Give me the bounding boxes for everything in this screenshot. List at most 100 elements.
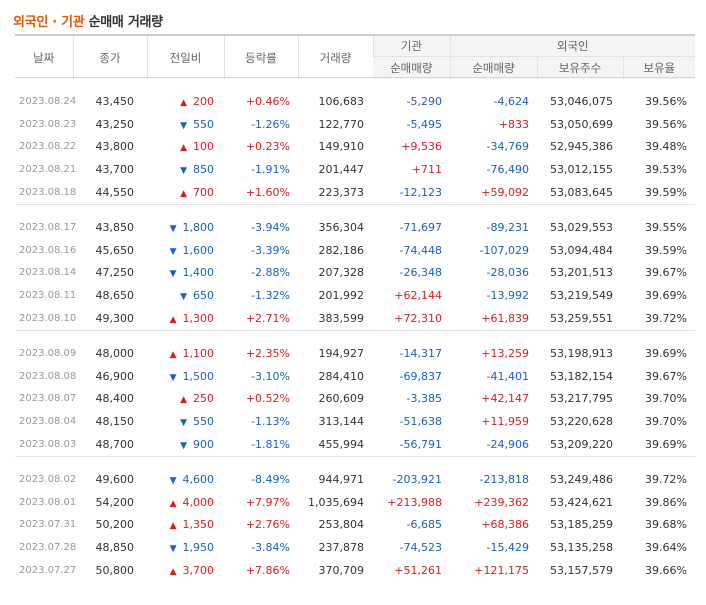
table-row: 2023.08.04 48,150 ▼ 550 -1.13% 313,144 -51,638… [15, 410, 695, 433]
change-value: 200 [193, 94, 214, 108]
cell-inst-net: +62,144 [394, 289, 442, 303]
change-value: 550 [193, 415, 214, 429]
cell-change: ▼ 900 [147, 433, 224, 456]
cell-rate: -1.91% [251, 163, 290, 177]
table-row: 2023.08.08 46,900 ▼ 1,500 -3.10% 284,410 -69,8… [15, 365, 695, 388]
cell-foreign-net: -13,992 [486, 289, 529, 303]
cell-close: 48,150 [95, 415, 135, 429]
cell-change: ▼ 1,800 [147, 216, 224, 239]
change-value: 1,100 [182, 346, 215, 360]
cell-foreign-hold: 53,094,484 [550, 243, 613, 257]
cell-foreign-hold: 53,012,155 [550, 163, 613, 177]
cell-foreign-ratio: 39.56% [645, 94, 687, 108]
cell-close: 43,250 [95, 117, 135, 131]
change-value: 250 [193, 392, 214, 406]
cell-foreign-net: +13,259 [481, 346, 529, 360]
cell-foreign-net: +11,959 [481, 415, 529, 429]
cell-foreign-net: -4,624 [493, 94, 529, 108]
cell-rate: +2.35% [245, 346, 290, 360]
cell-foreign-ratio: 39.69% [645, 438, 687, 452]
cell-foreign-hold: 53,219,549 [550, 289, 613, 303]
cell-volume: 282,186 [318, 243, 365, 257]
cell-date: 2023.08.10 [19, 313, 77, 325]
cell-rate: -3.84% [251, 541, 290, 555]
cell-date: 2023.08.08 [19, 370, 77, 382]
cell-foreign-hold: 53,424,621 [550, 495, 613, 509]
cell-foreign-hold: 53,182,154 [550, 369, 613, 383]
cell-foreign-ratio: 39.72% [645, 312, 687, 326]
cell-date: 2023.07.27 [19, 565, 77, 577]
cell-close: 48,000 [95, 346, 135, 360]
cell-rate: +2.71% [245, 312, 290, 326]
cell-change: ▼ 650 [147, 284, 224, 307]
change-value: 850 [193, 163, 214, 177]
table-row: 2023.08.14 47,250 ▼ 1,400 -2.88% 207,328 -26,3… [15, 262, 695, 285]
cell-change: ▲ 1,300 [147, 307, 224, 330]
table-row: 2023.07.28 48,850 ▼ 1,950 -3.84% 237,878 -74,5… [15, 536, 695, 559]
spacer-cell [15, 79, 695, 90]
cell-foreign-hold: 53,185,259 [550, 518, 613, 532]
change-value: 4,600 [182, 472, 215, 486]
cell-date: 2023.08.24 [19, 95, 77, 107]
cell-date: 2023.08.22 [19, 141, 77, 153]
table-row: 2023.08.01 54,200 ▲ 4,000 +7.97% 1,035,694 +21… [15, 491, 695, 514]
cell-volume: 194,927 [318, 346, 365, 360]
cell-foreign-net: +59,092 [481, 186, 529, 200]
cell-foreign-ratio: 39.67% [645, 266, 687, 280]
down-triangle-icon: ▼ [180, 120, 187, 131]
cell-foreign-hold: 52,945,386 [550, 140, 613, 154]
col-foreign-ratio-header: 보유율 [622, 56, 695, 79]
up-triangle-icon: ▲ [169, 315, 177, 326]
cell-volume: 284,410 [318, 369, 365, 383]
cell-foreign-hold: 53,220,628 [550, 415, 613, 429]
foreign-group-header: 외국인 [449, 35, 695, 57]
header-row-top: 날짜 종가 전일비 등락률 거래량 기관 외국인 [15, 35, 695, 79]
cell-change: ▼ 4,600 [147, 468, 224, 491]
cell-foreign-ratio: 39.70% [645, 392, 687, 406]
cell-inst-net: -5,495 [406, 117, 442, 131]
cell-volume: 201,992 [318, 289, 365, 303]
cell-foreign-net: -107,029 [479, 243, 529, 257]
cell-foreign-net: +833 [498, 117, 529, 131]
cell-date: 2023.08.18 [19, 187, 77, 199]
cell-date: 2023.08.23 [19, 118, 77, 130]
cell-volume: 356,304 [318, 220, 365, 234]
cell-foreign-hold: 53,046,075 [550, 94, 613, 108]
cell-close: 44,550 [95, 186, 135, 200]
cell-rate: -1.13% [251, 415, 290, 429]
cell-inst-net: -6,685 [406, 518, 442, 532]
table-row: 2023.08.03 48,700 ▼ 900 -1.81% 455,994 -56,791… [15, 433, 695, 456]
cell-inst-net: -14,317 [399, 346, 442, 360]
cell-inst-net: +711 [411, 163, 442, 177]
cell-close: 47,250 [95, 266, 135, 280]
cell-volume: 237,878 [318, 541, 365, 555]
cell-close: 43,800 [95, 140, 135, 154]
table-row: 2023.08.10 49,300 ▲ 1,300 +2.71% 383,599 +72,3… [15, 307, 695, 330]
cell-rate: -2.88% [251, 266, 290, 280]
change-value: 1,600 [182, 243, 215, 257]
spacer-cell [15, 329, 695, 342]
cell-foreign-net: -15,429 [486, 541, 529, 555]
table-row: 2023.08.02 49,600 ▼ 4,600 -8.49% 944,971 -203,… [15, 468, 695, 491]
cell-date: 2023.08.11 [19, 290, 77, 302]
cell-change: ▼ 550 [147, 410, 224, 433]
cell-foreign-net: +239,362 [474, 495, 529, 509]
table-row: 2023.08.22 43,800 ▲ 100 +0.23% 149,910 +9,536 -… [15, 136, 695, 159]
cell-close: 43,850 [95, 220, 135, 234]
cell-change: ▲ 700 [147, 181, 224, 204]
table-row: 2023.08.24 43,450 ▲ 200 +0.46% 106,683 -5,290 -… [15, 90, 695, 113]
cell-volume: 1,035,694 [308, 495, 364, 509]
change-value: 1,400 [182, 266, 215, 280]
cell-inst-net: -74,448 [399, 243, 442, 257]
col-foreign-net-header: 순매매량 [449, 56, 537, 79]
change-value: 3,700 [182, 564, 215, 578]
cell-rate: -1.81% [251, 438, 290, 452]
col-change-header: 전일비 [146, 35, 224, 79]
down-triangle-icon: ▼ [169, 544, 177, 555]
cell-foreign-hold: 53,259,551 [550, 312, 613, 326]
cell-inst-net: +72,310 [394, 312, 442, 326]
change-value: 700 [193, 186, 214, 200]
cell-close: 49,300 [95, 312, 135, 326]
cell-change: ▼ 1,600 [147, 239, 224, 262]
